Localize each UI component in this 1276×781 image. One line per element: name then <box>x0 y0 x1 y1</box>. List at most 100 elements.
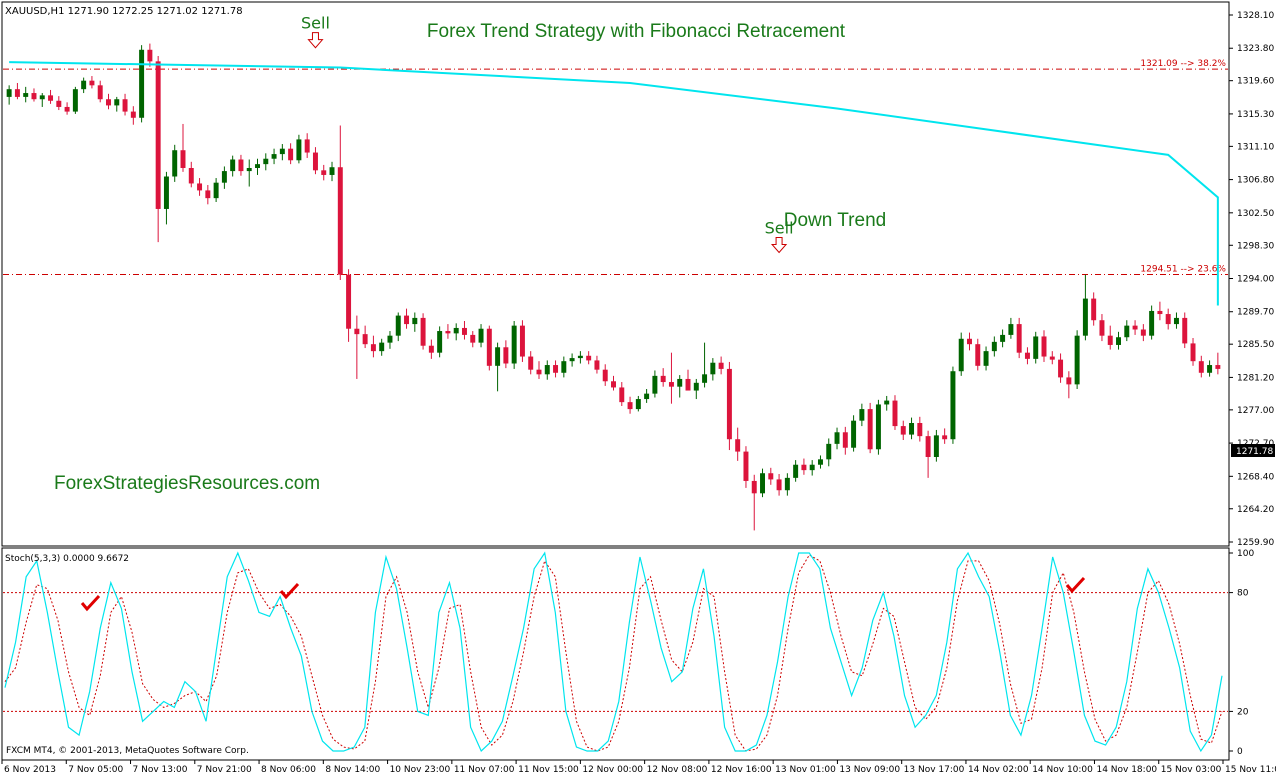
candle-body <box>304 139 310 153</box>
candle-body <box>909 423 915 435</box>
price-tick-label: 1315.30 <box>1237 110 1274 120</box>
candle-body <box>511 325 517 364</box>
price-axis: 1328.10 1323.80 1319.60 1315.30 1311.10 1306.… <box>1229 11 1274 548</box>
candle-body <box>735 439 741 452</box>
candle-body <box>337 167 343 275</box>
candle-body <box>1165 314 1171 325</box>
candle-body <box>809 464 815 471</box>
price-tick-label: 1294.00 <box>1237 275 1274 285</box>
candle-body <box>64 106 70 112</box>
trend-label: Down Trend <box>784 210 886 231</box>
candle-body <box>56 100 62 107</box>
price-tick-label: 1306.80 <box>1237 176 1274 186</box>
price-tick-label: 1268.40 <box>1237 472 1274 482</box>
candle-body <box>768 473 774 480</box>
time-tick-label: 15 Nov 03:00 <box>1161 765 1222 775</box>
time-tick-label: 8 Nov 06:00 <box>261 765 316 775</box>
candle-body <box>1099 320 1105 336</box>
candle-body <box>801 464 807 471</box>
candle-body <box>404 315 410 325</box>
fib-level-label: 1294.51 --> 23.6% <box>1140 265 1226 275</box>
candle-body <box>553 365 559 373</box>
time-tick-label: 7 Nov 05:00 <box>68 765 123 775</box>
candle-body <box>221 171 227 183</box>
candle-body <box>950 371 956 440</box>
candle-body <box>917 423 923 437</box>
candle-body <box>644 393 650 400</box>
candle-body <box>370 344 376 352</box>
candle-body <box>718 362 724 369</box>
candle-body <box>851 420 857 448</box>
candle-body <box>635 399 641 410</box>
candle-body <box>1024 352 1030 359</box>
candle-body <box>495 347 501 366</box>
candle-body <box>536 369 542 375</box>
candle-body <box>710 362 716 375</box>
candle-body <box>900 426 906 435</box>
candle-body <box>478 328 484 343</box>
candle-body <box>1107 335 1113 345</box>
candle-body <box>97 85 103 100</box>
candle-body <box>279 148 285 155</box>
candle-body <box>1091 298 1097 321</box>
candle-body <box>1074 335 1080 385</box>
current-price-box <box>1231 444 1275 457</box>
candle-body <box>180 150 186 168</box>
candle-body <box>652 375 658 394</box>
time-tick-label: 11 Nov 15:00 <box>518 765 579 775</box>
time-axis: 6 Nov 2013 7 Nov 05:00 7 Nov 13:00 7 Nov 21… <box>1 760 1276 775</box>
stoch-signal-line <box>4 554 1223 752</box>
candle-body <box>379 342 385 352</box>
candle-body <box>561 361 567 373</box>
check-icon <box>80 594 101 612</box>
candle-body <box>1140 329 1146 336</box>
candle-body <box>453 327 459 334</box>
time-tick-label: 8 Nov 14:00 <box>325 765 380 775</box>
candle-body <box>1082 298 1088 336</box>
candle-body <box>503 347 509 364</box>
candle-body <box>412 317 418 325</box>
candle-body <box>1190 343 1196 362</box>
stoch-tick-label: 20 <box>1237 707 1249 717</box>
candle-body <box>197 183 203 191</box>
price-tick-label: 1323.80 <box>1237 44 1274 54</box>
candle-body <box>14 89 20 97</box>
candle-body <box>147 49 153 62</box>
candle-body <box>1116 337 1121 345</box>
candle-body <box>106 99 111 106</box>
candle-body <box>925 436 931 457</box>
candle-body <box>188 168 194 184</box>
candle-body <box>89 80 95 86</box>
candle-body <box>1198 361 1204 373</box>
candle-body <box>743 451 749 481</box>
candle-body <box>296 139 302 161</box>
candle-body <box>31 93 37 100</box>
candle-body <box>461 327 467 335</box>
candle-body <box>1049 356 1055 360</box>
price-tick-label: 1259.90 <box>1237 538 1274 548</box>
candle-body <box>321 170 327 175</box>
candle-body <box>1182 317 1188 344</box>
candle-body <box>1066 377 1072 385</box>
candle-body <box>693 382 699 391</box>
price-tick-label: 1277.00 <box>1237 406 1274 416</box>
stoch-title: Stoch(5,3,3) 0.0000 9.6672 <box>5 554 129 564</box>
candle-body <box>238 159 244 172</box>
candle-body <box>1173 317 1179 325</box>
candle-body <box>387 335 393 343</box>
candle-body <box>329 167 335 175</box>
candle-body <box>255 164 260 168</box>
symbol-header: XAUUSD,H1 1271.90 1272.25 1271.02 1271.7… <box>5 6 243 17</box>
candle-body <box>205 190 211 199</box>
candle-body <box>793 464 799 478</box>
candle-body <box>1016 324 1022 353</box>
candle-body <box>1149 310 1155 336</box>
time-tick-label: 14 Nov 02:00 <box>968 765 1029 775</box>
candle-body <box>1033 336 1039 359</box>
sell-label: Sell <box>301 14 330 33</box>
candle-body <box>428 345 434 353</box>
candle-body <box>577 355 583 359</box>
time-tick-label: 6 Nov 2013 <box>4 765 56 775</box>
time-tick-label: 11 Nov 07:00 <box>454 765 515 775</box>
